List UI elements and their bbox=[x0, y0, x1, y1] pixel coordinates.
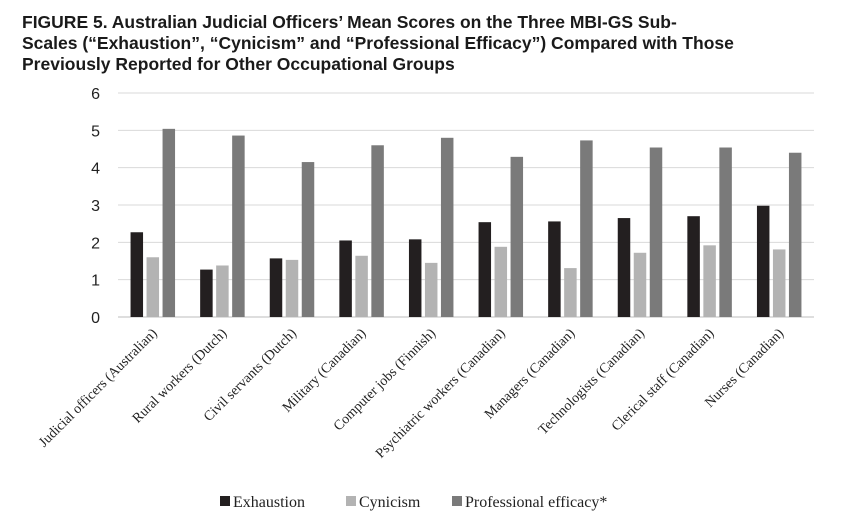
bar bbox=[494, 246, 508, 317]
bar bbox=[162, 128, 176, 317]
bar bbox=[146, 257, 160, 317]
bar bbox=[510, 156, 524, 317]
chart-title: FIGURE 5. Australian Judicial Officers’ … bbox=[22, 12, 842, 75]
legend-swatch bbox=[220, 496, 230, 506]
legend-label: Cynicism bbox=[359, 494, 421, 511]
bar bbox=[548, 221, 561, 317]
legend-label: Professional efficacy* bbox=[465, 494, 607, 511]
y-tick-label: 5 bbox=[91, 123, 100, 140]
y-tick-label: 1 bbox=[91, 273, 100, 290]
y-tick-label: 4 bbox=[91, 161, 100, 178]
bar bbox=[200, 269, 213, 317]
x-tick-label: Judicial officers (Australian) bbox=[36, 326, 160, 450]
bar bbox=[633, 252, 647, 317]
legend-label: Exhaustion bbox=[233, 494, 305, 511]
x-tick-label: Psychiatric workers (Canadian) bbox=[373, 326, 509, 462]
bar bbox=[408, 239, 422, 317]
bar bbox=[339, 240, 352, 317]
chart-title-line: FIGURE 5. Australian Judicial Officers’ … bbox=[22, 12, 677, 32]
bar bbox=[703, 245, 716, 317]
bar bbox=[478, 222, 492, 317]
bar bbox=[130, 232, 144, 317]
y-tick-label: 2 bbox=[91, 235, 100, 252]
chart-title-line: Scales (“Exhaustion”, “Cynicism” and “Pr… bbox=[22, 33, 734, 53]
legend-swatch bbox=[452, 496, 462, 506]
legend-swatch bbox=[346, 496, 356, 506]
y-tick-label: 6 bbox=[91, 86, 100, 103]
bar bbox=[719, 147, 732, 317]
bar bbox=[687, 216, 700, 317]
bar bbox=[355, 255, 368, 317]
bar bbox=[216, 265, 229, 317]
bar bbox=[232, 135, 245, 317]
bar bbox=[301, 162, 315, 317]
y-tick-label: 3 bbox=[91, 198, 100, 215]
bar bbox=[649, 147, 663, 317]
bar bbox=[580, 140, 593, 317]
bar bbox=[371, 145, 384, 317]
y-tick-label: 0 bbox=[91, 310, 100, 327]
bar bbox=[756, 205, 770, 317]
chart-title-line: Previously Reported for Other Occupation… bbox=[22, 54, 455, 74]
bar bbox=[285, 259, 299, 317]
bar bbox=[424, 262, 438, 317]
bar bbox=[772, 249, 786, 317]
bar bbox=[617, 218, 631, 317]
bar bbox=[440, 137, 454, 317]
bar bbox=[564, 268, 577, 317]
bar bbox=[788, 152, 802, 317]
bar bbox=[269, 258, 283, 317]
